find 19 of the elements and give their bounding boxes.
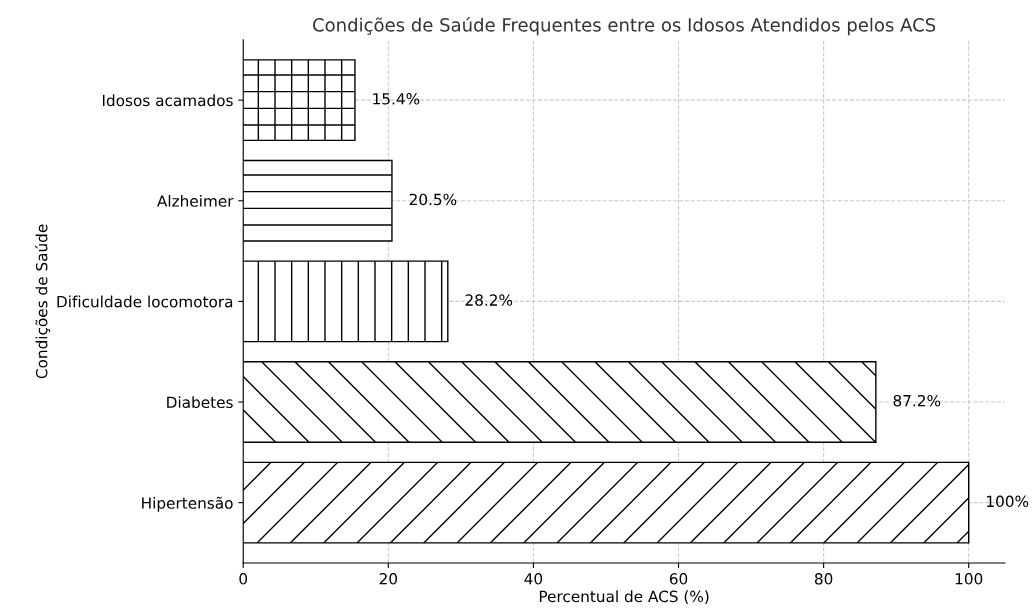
data-label: 100% (987, 495, 1029, 508)
chart-title: Condições de Saúde Frequentes entre os Idosos Atendidos pelos ACS (313, 17, 936, 36)
x-tick-label: 80 (814, 573, 833, 585)
y-tick-label: Idosos acamados (102, 94, 233, 107)
x-axis-title: Percentual de ACS (%) (539, 590, 709, 604)
y-tick-label: Hipertensão (142, 496, 233, 512)
y-tick-label: Dificuldade locomotora (57, 295, 233, 308)
y-tick-label: Diabetes (167, 396, 233, 409)
x-tick-label: 0 (239, 573, 248, 585)
x-tick-label: 40 (524, 573, 543, 585)
y-tick-label: Alzheimer (157, 194, 234, 207)
data-label: 87.2% (893, 394, 941, 407)
x-tick-label: 100 (955, 573, 983, 585)
data-label: 15.4% (373, 93, 420, 105)
data-label: 28.2% (465, 294, 513, 306)
data-label: 20.5% (409, 193, 457, 206)
x-tick-label: 20 (379, 573, 398, 585)
x-tick-label: 60 (669, 573, 688, 585)
y-axis-title: Condições de Saúde (35, 224, 51, 379)
